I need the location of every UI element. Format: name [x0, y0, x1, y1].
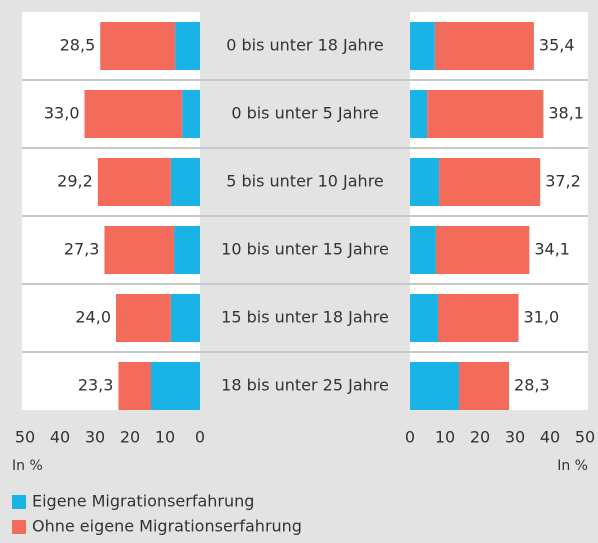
x-axis-label: In %: [557, 458, 588, 474]
bar-segment: [410, 90, 428, 138]
total-label: 37,2: [545, 172, 581, 191]
x-tick-label: 20: [470, 428, 490, 447]
bar-segment: [435, 226, 530, 274]
legend-label: Eigene Migrationserfahrung: [32, 492, 254, 511]
bar-segment: [410, 294, 438, 342]
bar-segment: [174, 226, 200, 274]
x-tick-label: 0: [195, 428, 205, 447]
bar-segment: [439, 158, 541, 206]
category-label: 15 bis unter 18 Jahre: [221, 308, 389, 327]
x-tick-label: 40: [540, 428, 560, 447]
legend-swatch: [12, 495, 26, 509]
x-tick-label: 40: [50, 428, 70, 447]
x-tick-label: 50: [15, 428, 35, 447]
total-label: 29,2: [57, 172, 93, 191]
x-tick-label: 10: [155, 428, 175, 447]
x-tick-label: 30: [505, 428, 525, 447]
total-label: 31,0: [524, 308, 560, 327]
x-tick-label: 50: [575, 428, 595, 447]
x-tick-label: 0: [405, 428, 415, 447]
total-label: 38,1: [548, 104, 584, 123]
category-label: 5 bis unter 10 Jahre: [226, 172, 384, 191]
total-label: 27,3: [64, 240, 100, 259]
x-tick-label: 20: [120, 428, 140, 447]
total-label: 28,5: [60, 36, 96, 55]
x-tick-label: 10: [435, 428, 455, 447]
total-label: 33,0: [44, 104, 80, 123]
bar-segment: [438, 294, 519, 342]
total-label: 24,0: [75, 308, 111, 327]
bar-segment: [434, 22, 534, 70]
total-label: 35,4: [539, 36, 575, 55]
total-label: 23,3: [78, 376, 114, 395]
category-label: 0 bis unter 5 Jahre: [231, 104, 378, 123]
bar-segment: [410, 226, 436, 274]
right-panel: [410, 12, 588, 410]
total-label: 34,1: [534, 240, 570, 259]
bar-segment: [116, 294, 171, 342]
bar-segment: [410, 362, 459, 410]
bar-segment: [427, 90, 544, 138]
bar-segment: [104, 226, 175, 274]
bar-segment: [100, 22, 176, 70]
bar-segment: [84, 90, 183, 138]
x-tick-label: 30: [85, 428, 105, 447]
bar-segment: [118, 362, 151, 410]
bar-segment: [170, 158, 200, 206]
category-label: 18 bis unter 25 Jahre: [221, 376, 389, 395]
bar-segment: [170, 294, 200, 342]
legend-label: Ohne eigene Migrationserfahrung: [32, 517, 302, 536]
bar-segment: [97, 158, 171, 206]
bar-segment: [459, 362, 510, 410]
bar-segment: [151, 362, 200, 410]
category-label: 0 bis unter 18 Jahre: [226, 36, 384, 55]
bar-segment: [410, 22, 435, 70]
legend-swatch: [12, 520, 26, 534]
total-label: 28,3: [514, 376, 550, 395]
left-panel: [22, 12, 200, 410]
bar-segment: [182, 90, 200, 138]
bar-segment: [175, 22, 200, 70]
bar-segment: [410, 158, 440, 206]
category-label: 10 bis unter 15 Jahre: [221, 240, 389, 259]
x-axis-label: In %: [12, 458, 43, 474]
